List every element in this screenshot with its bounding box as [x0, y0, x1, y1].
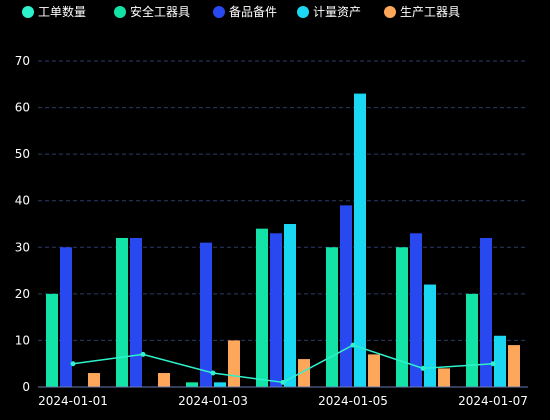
legend-marker-5[interactable]	[384, 6, 396, 18]
bar-3-4[interactable]	[270, 233, 282, 387]
legend-label-2[interactable]: 安全工器具	[130, 4, 190, 19]
x-axis: 2024-01-01 2024-01-03 2024-01-05 2024-01-07	[38, 386, 528, 408]
line-point-1-4[interactable]	[280, 379, 286, 385]
y-tick-label: 10	[15, 333, 30, 347]
y-tick-label: 60	[15, 101, 30, 115]
legend-label-1[interactable]: 工单数量	[38, 4, 86, 19]
legend-marker-2[interactable]	[114, 6, 126, 18]
bar-2-7[interactable]	[466, 293, 478, 387]
bar-5-7[interactable]	[508, 345, 520, 387]
bar-2-4[interactable]	[256, 228, 268, 387]
legend: 工单数量 安全工器具 备品备件 计量资产 生产工器具	[22, 4, 460, 19]
y-tick-label: 30	[15, 240, 30, 254]
legend-marker-1[interactable]	[22, 6, 34, 18]
bar-2-5[interactable]	[326, 247, 338, 387]
bar-4-3[interactable]	[214, 382, 226, 387]
bar-3-1[interactable]	[60, 247, 72, 387]
x-tick-label: 2024-01-01	[38, 394, 108, 408]
grid	[38, 60, 528, 341]
x-tick-label: 2024-01-07	[458, 394, 528, 408]
x-tick-label: 2024-01-03	[178, 394, 248, 408]
y-axis: 0 10 20 30 40 50 60 70	[15, 54, 30, 394]
bar-5-3[interactable]	[228, 340, 240, 387]
bar-2-6[interactable]	[396, 247, 408, 387]
bar-5-2[interactable]	[158, 373, 170, 387]
y-tick-label: 20	[15, 287, 30, 301]
x-tick-label: 2024-01-05	[318, 394, 388, 408]
bar-5-4[interactable]	[298, 359, 310, 387]
bar-3-7[interactable]	[480, 237, 492, 387]
bar-5-5[interactable]	[368, 354, 380, 387]
line-point-1-5[interactable]	[350, 342, 356, 348]
legend-label-3[interactable]: 备品备件	[229, 5, 277, 19]
bar-4-4[interactable]	[284, 224, 296, 387]
bar-5-1[interactable]	[88, 373, 100, 387]
bar-4-6[interactable]	[424, 284, 436, 387]
bars	[46, 93, 520, 387]
line-point-1-1[interactable]	[70, 361, 76, 367]
bar-4-5[interactable]	[354, 93, 366, 387]
legend-marker-4[interactable]	[297, 6, 309, 18]
y-tick-label: 40	[15, 194, 30, 208]
bar-3-2[interactable]	[130, 237, 142, 387]
bar-4-7[interactable]	[494, 335, 506, 387]
bar-3-6[interactable]	[410, 233, 422, 387]
line-point-1-6[interactable]	[420, 365, 426, 371]
y-tick-label: 0	[22, 380, 30, 394]
bar-5-6[interactable]	[438, 368, 450, 387]
y-tick-label: 70	[15, 54, 30, 68]
line-series	[70, 342, 496, 385]
legend-label-4[interactable]: 计量资产	[313, 5, 361, 19]
line-point-1-2[interactable]	[140, 351, 146, 357]
line-point-1-7[interactable]	[490, 361, 496, 367]
legend-label-5[interactable]: 生产工器具	[400, 5, 460, 19]
bar-2-2[interactable]	[116, 237, 128, 387]
bar-2-1[interactable]	[46, 293, 58, 387]
bar-2-3[interactable]	[186, 382, 198, 387]
bar-3-5[interactable]	[340, 205, 352, 387]
bar-3-3[interactable]	[200, 242, 212, 387]
legend-marker-3[interactable]	[213, 6, 225, 18]
line-point-1-3[interactable]	[210, 370, 216, 376]
y-tick-label: 50	[15, 147, 30, 161]
